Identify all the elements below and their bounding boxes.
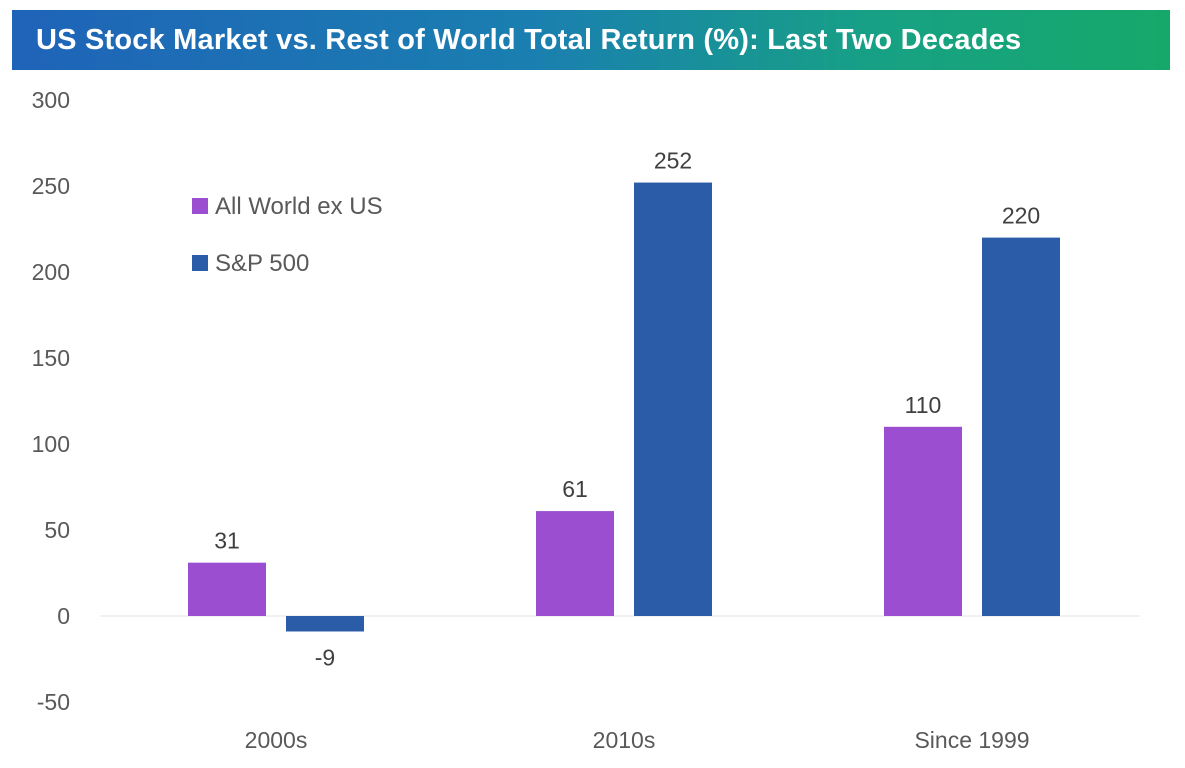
y-tick-label: 150	[32, 345, 70, 371]
data-label: 220	[1002, 203, 1040, 229]
y-tick-label: 100	[32, 431, 70, 457]
legend-swatch	[192, 198, 208, 214]
legend-label: All World ex US	[215, 193, 383, 220]
data-label: 252	[654, 148, 692, 174]
bar	[188, 562, 266, 616]
x-tick-label: 2000s	[245, 727, 308, 753]
data-label: -9	[315, 644, 335, 670]
title-banner: US Stock Market vs. Rest of World Total …	[12, 10, 1170, 70]
data-label: 110	[905, 392, 942, 418]
legend: All World ex US S&P 500	[192, 193, 383, 277]
bar	[286, 616, 364, 632]
y-tick-label: 200	[32, 259, 70, 285]
y-tick-label: -50	[37, 689, 70, 715]
bar	[536, 511, 614, 616]
data-label: 61	[562, 476, 588, 502]
y-tick-label: 300	[32, 87, 70, 113]
legend-swatch	[192, 255, 208, 271]
x-tick-label: 2010s	[593, 727, 656, 753]
y-axis: 300 250 200 150 100 50 0 -50	[32, 87, 70, 715]
y-tick-label: 0	[57, 603, 70, 629]
legend-label: S&P 500	[215, 250, 309, 277]
data-label: 31	[214, 528, 240, 554]
bars	[188, 182, 1060, 632]
y-tick-label: 250	[32, 173, 70, 199]
x-tick-label: Since 1999	[914, 727, 1029, 753]
bar	[884, 426, 962, 616]
y-tick-label: 50	[44, 517, 70, 543]
x-axis: 2000s 2010s Since 1999	[245, 727, 1030, 753]
bar	[982, 237, 1060, 616]
bar	[634, 182, 712, 616]
chart-title: US Stock Market vs. Rest of World Total …	[36, 23, 1022, 56]
data-labels: 31 61 110 -9 252 220	[214, 148, 1040, 671]
